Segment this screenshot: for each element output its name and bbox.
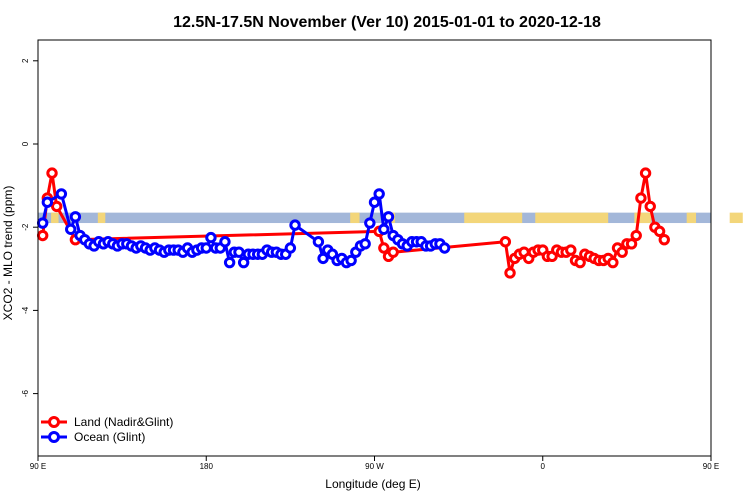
y-axis: 2 0 -2 -4 -6 <box>21 58 38 397</box>
data-point <box>36 229 49 242</box>
data-point <box>284 242 297 254</box>
data-point <box>46 167 58 179</box>
data-point <box>41 196 54 208</box>
land-band-segment <box>464 212 523 224</box>
data-point <box>378 242 390 254</box>
data-point <box>607 256 619 269</box>
data-point <box>378 223 390 235</box>
data-point <box>625 238 638 250</box>
data-point <box>317 252 329 265</box>
legend-land-label: Land (Nadir&Glint) <box>74 415 173 429</box>
land-band-segment <box>97 212 106 224</box>
data-point <box>504 267 516 279</box>
data-point <box>237 256 250 269</box>
data-point <box>644 200 656 213</box>
data-point <box>69 211 82 223</box>
data-point <box>387 246 399 258</box>
data-point <box>635 192 647 204</box>
data-point <box>55 188 68 200</box>
x-axis-label: Longitude (deg E) <box>325 477 420 491</box>
data-point <box>233 246 245 258</box>
land-band-segment <box>634 212 652 224</box>
data-point <box>289 219 301 231</box>
x-tick-label: 90 W <box>365 462 384 471</box>
data-point <box>639 167 652 179</box>
y-tick-label: -6 <box>21 389 30 397</box>
data-point <box>359 238 371 250</box>
data-point <box>345 254 357 267</box>
data-point <box>630 229 642 242</box>
y-axis-label: XCO2 - MLO trend (ppm) <box>1 186 15 321</box>
data-point <box>36 217 49 229</box>
legend-ocean-marker <box>48 431 60 443</box>
land-band-segment <box>729 212 743 224</box>
data-point <box>565 244 577 256</box>
land-band-segment <box>51 212 59 224</box>
data-point <box>653 225 666 238</box>
data-point <box>616 246 628 258</box>
chart-title: 12.5N-17.5N November (Ver 10) 2015-01-01… <box>173 14 601 31</box>
data-point <box>373 188 385 200</box>
data-point <box>65 223 77 235</box>
x-tick-label: 180 <box>200 462 214 471</box>
y-tick-label: 2 <box>21 58 30 63</box>
data-point <box>205 231 217 244</box>
legend-land-marker <box>48 416 60 428</box>
data-point <box>364 217 376 229</box>
legend-ocean-label: Ocean (Glint) <box>74 430 145 444</box>
land-band-segment <box>535 212 609 224</box>
land-band-segment <box>686 212 697 224</box>
x-tick-label: 90 E <box>30 462 46 471</box>
data-point <box>499 236 512 248</box>
data-point <box>223 256 236 269</box>
y-tick-label: -4 <box>21 306 30 314</box>
data-point <box>312 236 325 248</box>
y-tick-label: -2 <box>21 223 30 231</box>
data-point <box>50 200 63 213</box>
x-axis: 90 E 180 90 W 0 90 E <box>30 456 719 471</box>
legend: Land (Nadir&Glint) Ocean (Glint) <box>41 415 173 444</box>
data-point <box>382 211 395 223</box>
data-point <box>200 242 212 254</box>
data-point <box>219 236 231 248</box>
series-layer <box>36 167 670 279</box>
data-point <box>574 256 586 269</box>
data-point <box>438 242 451 254</box>
x-tick-label: 90 E <box>703 462 719 471</box>
ocean-band <box>38 212 711 224</box>
x-tick-label: 0 <box>541 462 546 471</box>
y-tick-label: 0 <box>21 141 30 146</box>
data-point <box>658 233 670 246</box>
data-point <box>368 196 381 208</box>
land-band-segment <box>350 212 360 224</box>
